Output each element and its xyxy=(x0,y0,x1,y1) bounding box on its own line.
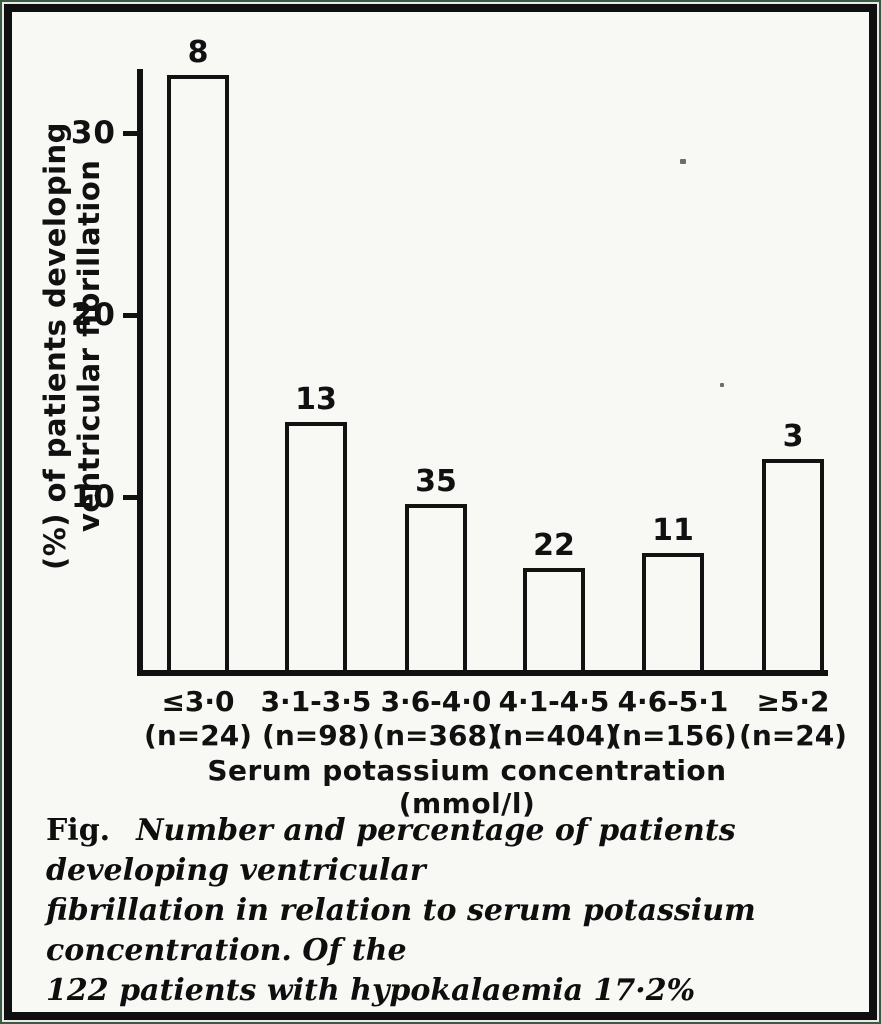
x-category-n: (n=24) xyxy=(739,719,847,752)
caption-text: Number and percentage of patients develo… xyxy=(46,813,736,888)
x-category-range: ≤3·0 xyxy=(161,685,235,718)
bar-count-label: 3 xyxy=(782,418,804,454)
x-category-n: (n=404) xyxy=(490,719,618,752)
x-axis xyxy=(137,670,828,676)
y-tick-label: 30 xyxy=(70,115,116,151)
x-category-label: 3·1-3·5 (n=98) xyxy=(249,686,383,751)
caption-line: fibrillation in relation to serum potass… xyxy=(46,891,864,971)
y-tick-label: 10 xyxy=(70,479,116,515)
bar-count-label: 11 xyxy=(652,513,694,549)
bar-count-label: 8 xyxy=(187,34,209,70)
scan-speck xyxy=(720,383,724,387)
x-category-n: (n=24) xyxy=(144,719,252,752)
y-tick-mark xyxy=(123,494,140,500)
x-category-label: 4·1-4·5 (n=404) xyxy=(487,686,621,751)
bar xyxy=(642,553,704,675)
x-category-range: ≥5·2 xyxy=(756,685,830,718)
x-category-n: (n=156) xyxy=(609,719,737,752)
caption-fig-label: Fig. xyxy=(46,813,111,848)
x-category-n: (n=368) xyxy=(372,719,500,752)
scan-speck xyxy=(680,159,686,164)
y-tick-label: 20 xyxy=(70,297,116,333)
x-axis-title: Serum potassium concentration (mmol/l) xyxy=(207,754,727,820)
bar-count-label: 13 xyxy=(295,382,337,418)
caption-text: 122 patients with hypokalaemia 17·2% dev… xyxy=(46,973,696,1008)
x-category-range: 4·1-4·5 xyxy=(498,685,610,718)
y-tick-mark xyxy=(123,130,140,136)
figure-caption: Fig. Number and percentage of patients de… xyxy=(46,811,864,1012)
x-category-range: 4·6-5·1 xyxy=(617,685,729,718)
x-category-label: 3·6-4·0 (n=368) xyxy=(369,686,503,751)
bar xyxy=(405,504,467,675)
x-category-range: 3·1-3·5 xyxy=(260,685,372,718)
bar xyxy=(762,458,824,675)
x-category-n: (n=98) xyxy=(262,719,370,752)
caption-line: 122 patients with hypokalaemia 17·2% dev… xyxy=(46,971,864,1012)
x-category-label: 4·6-5·1 (n=156) xyxy=(606,686,740,751)
x-category-label: ≥5·2 (n=24) xyxy=(726,686,860,751)
figure-frame: (%) of patients developing ventricular f… xyxy=(4,4,877,1020)
bar xyxy=(523,567,585,675)
caption-line: Fig. Number and percentage of patients de… xyxy=(46,811,864,891)
y-tick-mark xyxy=(123,312,140,318)
bar xyxy=(285,422,347,675)
x-category-label: ≤3·0 (n=24) xyxy=(131,686,265,751)
bar-count-label: 22 xyxy=(533,527,575,563)
y-axis xyxy=(137,69,143,676)
bar xyxy=(167,74,229,675)
bar-count-label: 35 xyxy=(415,464,457,500)
caption-text: fibrillation in relation to serum potass… xyxy=(46,893,756,968)
x-category-range: 3·6-4·0 xyxy=(380,685,492,718)
